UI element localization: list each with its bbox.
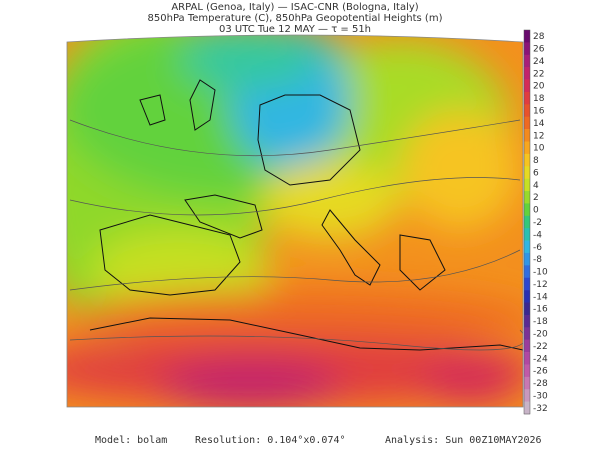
colorbar-label: -14 <box>533 292 548 302</box>
colorbar-cell <box>524 376 530 390</box>
colorbar-cell <box>524 67 530 80</box>
colorbar-label: -22 <box>533 342 548 352</box>
colorbar-cell <box>524 401 530 415</box>
colorbar-label: 8 <box>533 156 539 166</box>
colorbar-label: -30 <box>533 391 548 401</box>
footer-model: Model: bolam <box>95 435 167 446</box>
colorbar-cell <box>524 153 530 167</box>
colorbar-label: 14 <box>533 119 545 129</box>
colorbar-label: 16 <box>533 107 545 117</box>
colorbar-cell <box>524 79 530 93</box>
colorbar-label: -16 <box>533 305 548 315</box>
colorbar-cell <box>524 228 530 241</box>
colorbar-label: -32 <box>533 404 548 414</box>
colorbar-label: -4 <box>533 230 542 240</box>
colorbar-frame <box>523 29 531 415</box>
colorbar-cell <box>524 141 530 155</box>
colorbar-cell <box>524 240 530 254</box>
colorbar-cell <box>524 252 530 266</box>
colorbar-label: 18 <box>533 94 545 104</box>
colorbar-label: -10 <box>533 268 548 278</box>
colorbar-label: 26 <box>533 45 545 55</box>
header-line: 850hPa Temperature (C), 850hPa Geopotent… <box>148 13 443 24</box>
colorbar-cell <box>524 352 530 365</box>
colorbar-cell <box>524 104 530 118</box>
colorbar-label: -18 <box>533 317 548 327</box>
colorbar-cell <box>524 290 530 303</box>
colorbar-label: 12 <box>533 131 544 141</box>
colorbar-label: -20 <box>533 329 548 339</box>
colorbar-cell <box>524 327 530 340</box>
colorbar-cell <box>524 129 530 142</box>
colorbar-cell <box>524 116 530 130</box>
colorbar-label: 24 <box>533 57 545 67</box>
colorbar-cell <box>524 42 530 56</box>
colorbar-label: 6 <box>533 168 539 178</box>
colorbar-cell <box>524 265 530 279</box>
map-frame <box>66 34 524 408</box>
colorbar-label: 4 <box>533 181 539 191</box>
colorbar-label: 22 <box>533 69 544 79</box>
colorbar-label: 20 <box>533 82 545 92</box>
colorbar-label: 0 <box>533 206 539 216</box>
footer-analysis: Analysis: Sun 00Z10MAY2026 <box>385 435 542 446</box>
coastlines <box>89 79 523 351</box>
colorbar-cell <box>524 166 530 179</box>
header-line: ARPAL (Genoa, Italy) — ISAC-CNR (Bologna… <box>171 2 418 13</box>
colorbar-label: -6 <box>533 243 542 253</box>
height-contours <box>69 119 523 351</box>
colorbar-cell <box>524 191 530 204</box>
colorbar-label: -24 <box>533 354 548 364</box>
colorbar-label: 2 <box>533 193 539 203</box>
colorbar-cell <box>524 178 530 192</box>
colorbar-cell <box>524 302 530 316</box>
colorbar-label: -8 <box>533 255 542 265</box>
colorbar-label: 28 <box>533 32 545 42</box>
colorbar-cell <box>524 30 530 43</box>
colorbar-cell <box>524 314 530 328</box>
colorbar-cell <box>524 364 530 378</box>
colorbar-cell <box>524 91 530 105</box>
colorbar-label: 10 <box>533 144 545 154</box>
colorbar-label: -12 <box>533 280 548 290</box>
colorbar-cell <box>524 215 530 229</box>
colorbar-label: -28 <box>533 379 548 389</box>
colorbar: 2826242220181614121086420-2-4-6-8-10-12-… <box>523 29 548 415</box>
colorbar-label: -26 <box>533 367 548 377</box>
colorbar-label: -2 <box>533 218 542 228</box>
header-line: 03 UTC Tue 12 MAY — τ = 51h <box>219 24 371 35</box>
colorbar-cell <box>524 389 530 402</box>
colorbar-cell <box>524 277 530 291</box>
temperature-map <box>67 35 523 407</box>
colorbar-cell <box>524 339 530 353</box>
colorbar-cell <box>524 54 530 68</box>
colorbar-cell <box>524 203 530 217</box>
footer-resolution: Resolution: 0.104°x0.074° <box>195 435 346 446</box>
